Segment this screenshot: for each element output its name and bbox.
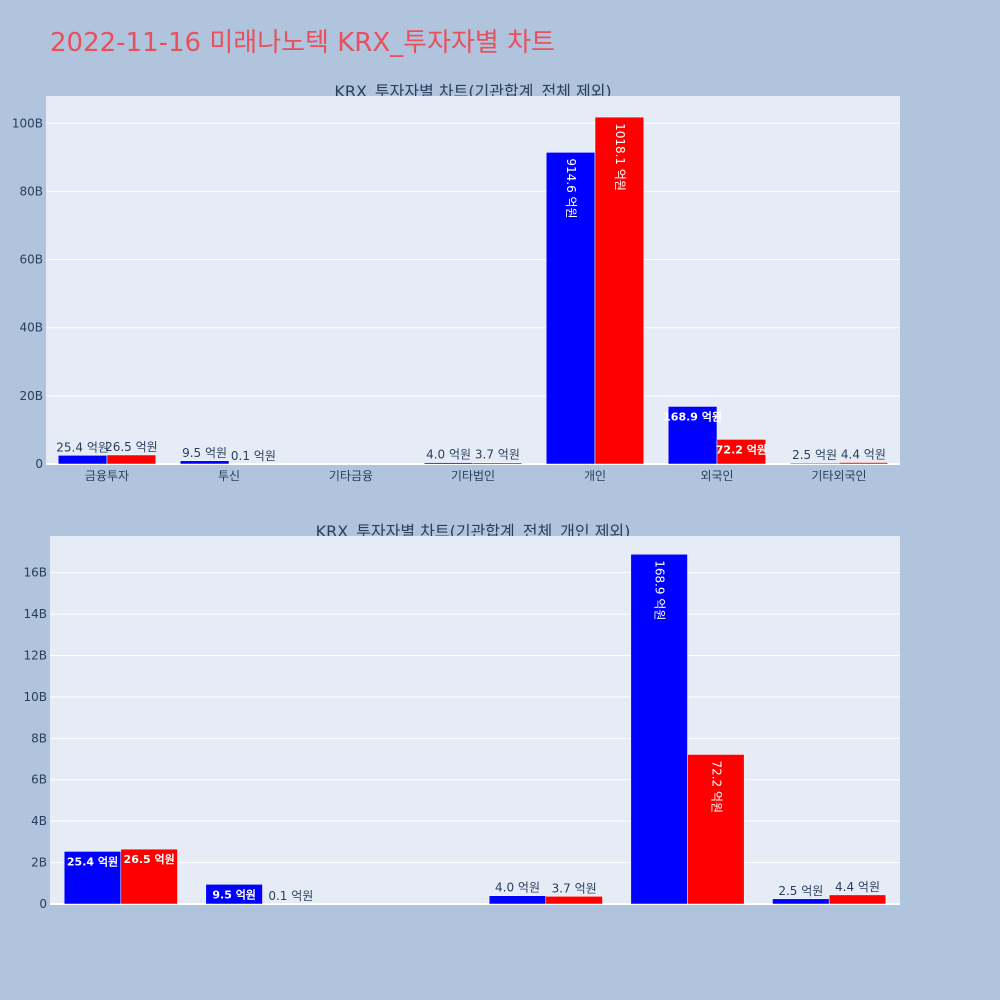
- bar: [545, 896, 603, 905]
- data-label: 4.0 억원: [495, 881, 540, 895]
- bar: [423, 462, 474, 465]
- bar: [789, 462, 840, 465]
- bar: [716, 439, 767, 465]
- data-label: 3.7 억원: [552, 881, 597, 895]
- x-tick-label: 개인: [584, 469, 606, 483]
- data-label: 26.5 억원: [105, 440, 158, 454]
- y-tick-label: 8B: [31, 731, 47, 745]
- data-label: 9.5 억원: [182, 446, 227, 460]
- y-tick-label: 6B: [31, 773, 47, 787]
- bar: [205, 884, 263, 905]
- bar: [106, 454, 157, 465]
- bar: [63, 851, 122, 905]
- data-label: 168.9 억원: [663, 409, 722, 423]
- bar: [838, 462, 889, 465]
- x-tick-label: 기타외국인: [802, 909, 857, 910]
- x-tick-label: 금융투자: [99, 909, 143, 910]
- plot-area: [46, 96, 900, 464]
- bar: [687, 754, 745, 905]
- y-tick-label: 12B: [23, 648, 47, 662]
- data-label: 25.4 억원: [56, 440, 109, 454]
- x-tick-label: 투신: [218, 469, 240, 483]
- y-tick-label: 16B: [23, 566, 47, 580]
- x-tick-label: 기타금융: [382, 909, 426, 910]
- bar: [179, 460, 230, 465]
- x-tick-label: 기타외국인: [811, 469, 866, 483]
- data-label: 0.1 억원: [231, 449, 276, 463]
- bar: [120, 848, 178, 905]
- x-tick-label: 금융투자: [85, 469, 129, 483]
- y-tick-label: 14B: [23, 607, 47, 621]
- y-tick-label: 0: [39, 897, 47, 910]
- y-tick-label: 40B: [19, 321, 43, 335]
- x-tick-label: 기타법인: [451, 469, 495, 483]
- x-tick-label: 기타금융: [329, 469, 373, 483]
- bar: [828, 894, 887, 905]
- data-label: 4.4 억원: [835, 880, 880, 894]
- data-label: 914.6 억원: [564, 158, 578, 218]
- data-label: 4.4 억원: [841, 448, 886, 462]
- x-tick-label: 투신: [251, 909, 273, 910]
- y-tick-label: 2B: [31, 856, 47, 870]
- data-label: 2.5 억원: [778, 884, 823, 898]
- x-tick-label: 기타법인: [524, 909, 568, 910]
- y-tick-label: 10B: [23, 690, 47, 704]
- bar: [472, 462, 523, 465]
- bar: [667, 406, 718, 465]
- bar: [630, 553, 688, 905]
- data-label: 1018.1 억원: [613, 123, 627, 191]
- data-label: 168.9 억원: [653, 560, 667, 620]
- bar: [594, 116, 645, 465]
- data-label: 25.4 억원: [67, 854, 118, 868]
- bar: [545, 152, 596, 465]
- page-title: 2022-11-16 미래나노텍 KRX_투자자별 차트: [50, 28, 555, 58]
- data-label: 26.5 억원: [124, 852, 175, 866]
- data-label: 4.0 억원: [426, 448, 471, 462]
- y-tick-label: 80B: [19, 184, 43, 198]
- y-tick-label: 100B: [12, 116, 43, 130]
- x-tick-label: 외국인: [700, 469, 733, 483]
- bar: [57, 455, 108, 465]
- plot-area: [50, 536, 900, 904]
- x-tick-label: 외국인: [671, 909, 704, 910]
- bar: [772, 898, 830, 905]
- data-label: 2.5 억원: [792, 448, 837, 462]
- bar: [488, 895, 547, 905]
- data-label: 72.2 억원: [709, 760, 723, 813]
- data-label: 72.2 억원: [716, 442, 767, 456]
- data-label: 9.5 억원: [212, 887, 256, 901]
- y-tick-label: 20B: [19, 389, 43, 403]
- y-tick-label: 0: [35, 457, 43, 471]
- y-tick-label: 60B: [19, 253, 43, 267]
- chart-2: 0 2B 4B 6B 8B 10B 12B 14B 16B 금융투자 25.4 억원 26.5 억원투…: [23, 536, 900, 910]
- data-label: 0.1 억원: [268, 889, 313, 903]
- data-label: 3.7 억원: [475, 448, 520, 462]
- y-tick-label: 4B: [31, 814, 47, 828]
